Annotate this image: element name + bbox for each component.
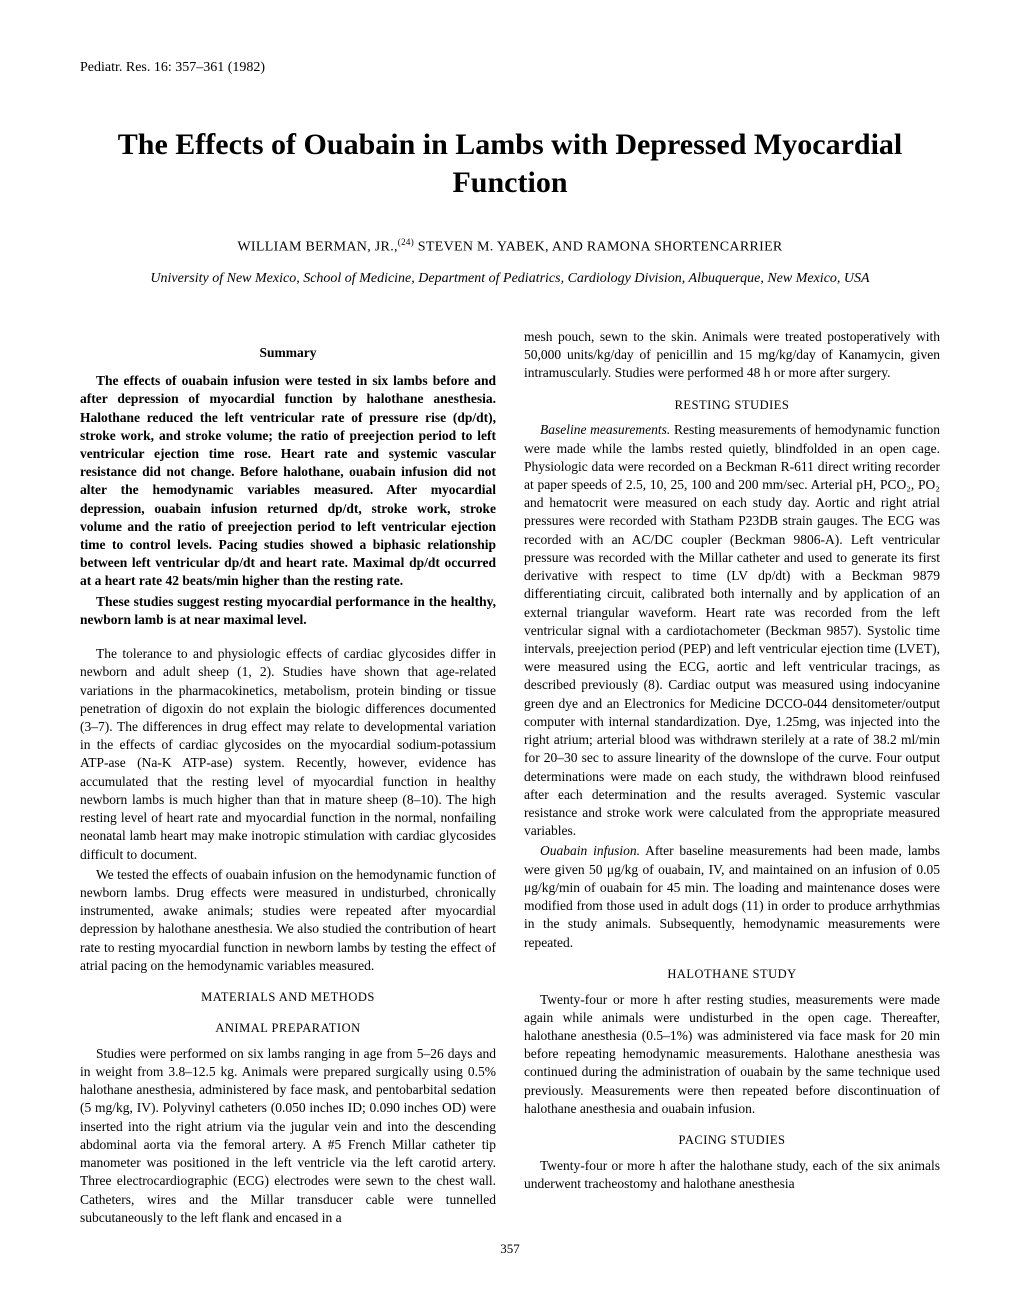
animal-prep-paragraph: Studies were performed on six lambs rang… (80, 1045, 496, 1227)
materials-methods-heading: MATERIALS AND METHODS (80, 989, 496, 1006)
ouabain-infusion-paragraph: Ouabain infusion. After baseline measure… (524, 842, 940, 951)
summary-paragraph-1: The effects of ouabain infusion were tes… (80, 372, 496, 591)
page-number: 357 (80, 1241, 940, 1257)
two-column-body: Summary The effects of ouabain infusion … (80, 328, 940, 1229)
pacing-paragraph: Twenty-four or more h after the halothan… (524, 1157, 940, 1193)
summary-paragraph-2: These studies suggest resting myocardial… (80, 593, 496, 629)
pacing-studies-heading: PACING STUDIES (524, 1132, 940, 1149)
baseline-text: Resting measurements of hemodynamic func… (524, 422, 940, 838)
journal-citation: Pediatr. Res. 16: 357–361 (1982) (80, 60, 940, 76)
right-column: mesh pouch, sewn to the skin. Animals we… (524, 328, 940, 1229)
ouabain-text: After baseline measurements had been mad… (524, 843, 940, 949)
ouabain-runin: Ouabain infusion. (540, 843, 640, 858)
intro-paragraph-2: We tested the effects of ouabain infusio… (80, 866, 496, 975)
article-title: The Effects of Ouabain in Lambs with Dep… (80, 126, 940, 201)
baseline-runin: Baseline measurements. (540, 422, 670, 437)
intro-paragraph-1: The tolerance to and physiologic effects… (80, 645, 496, 864)
baseline-measurements-paragraph: Baseline measurements. Resting measureme… (524, 421, 940, 840)
author-list: WILLIAM BERMAN, JR.,(24) STEVEN M. YABEK… (80, 237, 940, 256)
animal-preparation-heading: ANIMAL PREPARATION (80, 1020, 496, 1037)
citation-text: Pediatr. Res. 16: 357–361 (1982) (80, 60, 265, 75)
affiliation: University of New Mexico, School of Medi… (80, 270, 940, 288)
resting-studies-heading: RESTING STUDIES (524, 397, 940, 414)
halothane-paragraph: Twenty-four or more h after resting stud… (524, 991, 940, 1119)
summary-heading: Summary (80, 344, 496, 362)
continuation-paragraph: mesh pouch, sewn to the skin. Animals we… (524, 328, 940, 383)
left-column: Summary The effects of ouabain infusion … (80, 328, 496, 1229)
halothane-study-heading: HALOTHANE STUDY (524, 966, 940, 983)
